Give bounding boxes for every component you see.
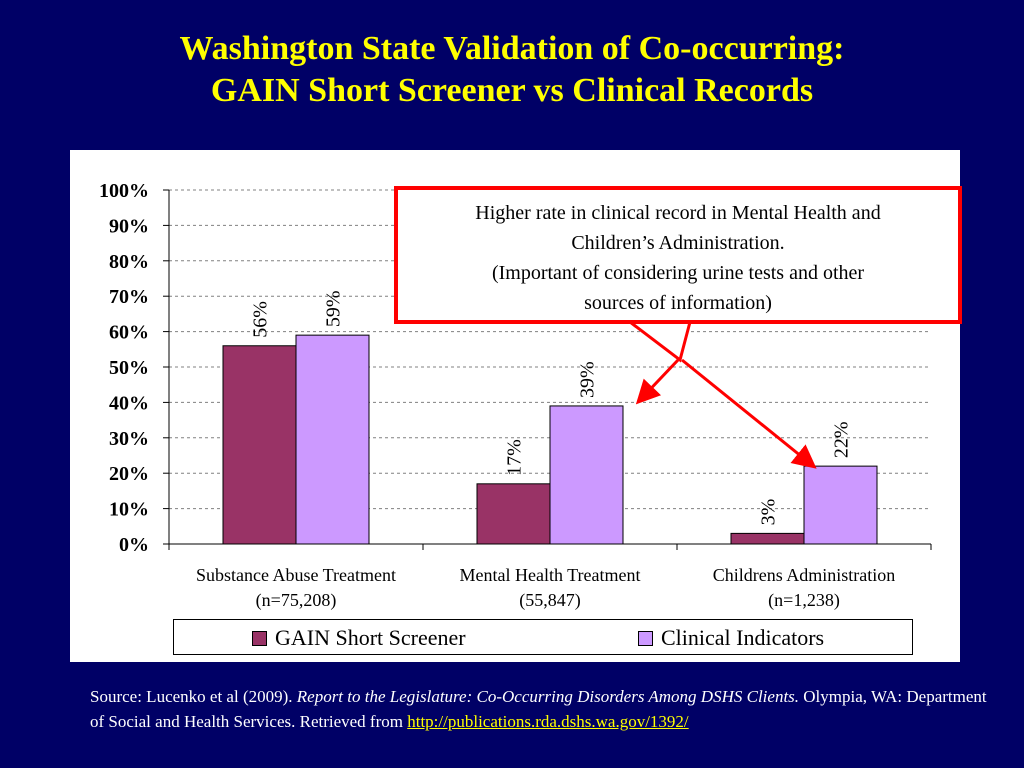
slide-title: Washington State Validation of Co-occurr… xyxy=(0,28,1024,112)
y-tick-label: 40% xyxy=(109,392,149,414)
source-citation: Source: Lucenko et al (2009). Report to … xyxy=(90,684,990,734)
callout-line-4: sources of information) xyxy=(584,292,772,314)
bar-gain xyxy=(222,345,297,545)
data-label: 39% xyxy=(577,361,599,398)
x-category-label: Mental Health Treatment xyxy=(460,565,641,585)
x-category-label: (55,847) xyxy=(519,590,581,611)
legend-swatch-clinical xyxy=(638,630,653,646)
title-line-2: GAIN Short Screener vs Clinical Records xyxy=(210,72,814,109)
arrow-to-childrens xyxy=(681,358,817,469)
callout-pointer xyxy=(625,320,692,363)
y-tick-label: 20% xyxy=(109,463,149,485)
callout-line-3: (Important of considering urine tests an… xyxy=(491,262,865,284)
source-prefix: Source: Lucenko et al (2009). xyxy=(90,687,297,706)
title-line-1: Washington State Validation of Co-occurr… xyxy=(179,30,845,67)
data-label: 17% xyxy=(504,439,526,476)
x-category-label: Childrens Administration xyxy=(713,565,896,585)
chart-panel: 0% 10% 20% 30% 40% 50% 60% 70% 80% 90% 100% 56% 59% S… xyxy=(70,150,962,662)
callout-box: Higher rate in clinical record in Mental… xyxy=(394,186,962,324)
y-tick-label: 100% xyxy=(99,180,149,202)
source-middle: Olympia, WA: Department of Social and He… xyxy=(90,687,987,731)
bar-clinical xyxy=(549,405,624,545)
y-tick-label: 30% xyxy=(109,428,149,450)
y-tick-label: 80% xyxy=(109,251,149,273)
bar-clinical xyxy=(803,465,878,545)
legend-swatch-gain xyxy=(252,630,267,646)
bar-chart: 0% 10% 20% 30% 40% 50% 60% 70% 80% 90% 100% 56% 59% S… xyxy=(99,180,932,611)
source-report-title: Report to the Legislature: Co-Occurring … xyxy=(296,687,800,706)
legend-label-clinical: Clinical Indicators xyxy=(661,625,825,650)
data-label: 3% xyxy=(758,499,780,526)
bar-gain xyxy=(730,532,805,545)
data-label: 56% xyxy=(250,301,272,338)
y-tick-label: 10% xyxy=(109,499,149,521)
y-tick-label: 60% xyxy=(109,322,149,344)
data-label: 59% xyxy=(323,290,345,327)
x-category-label: Substance Abuse Treatment xyxy=(196,565,396,585)
bar-clinical xyxy=(295,334,370,545)
x-category-label: (n=1,238) xyxy=(768,590,840,611)
legend-item-clinical: Clinical Indicators xyxy=(638,625,824,651)
y-tick-label: 0% xyxy=(119,534,149,556)
y-tick-label: 50% xyxy=(109,357,149,379)
callout-line-1: Higher rate in clinical record in Mental… xyxy=(475,202,881,224)
y-tick-label: 90% xyxy=(109,215,149,237)
arrow-to-mental-health xyxy=(635,358,680,405)
legend-item-gain: GAIN Short Screener xyxy=(252,625,466,651)
x-category-label: (n=75,208) xyxy=(256,590,337,611)
chart-legend: GAIN Short Screener Clinical Indicators xyxy=(173,619,913,655)
source-link[interactable]: http://publications.rda.dshs.wa.gov/1392… xyxy=(407,712,689,731)
data-label: 22% xyxy=(831,421,853,458)
bar-gain xyxy=(476,483,551,545)
callout-line-2: Children’s Administration. xyxy=(571,232,785,254)
y-tick-label: 70% xyxy=(109,286,149,308)
legend-label-gain: GAIN Short Screener xyxy=(275,625,466,650)
